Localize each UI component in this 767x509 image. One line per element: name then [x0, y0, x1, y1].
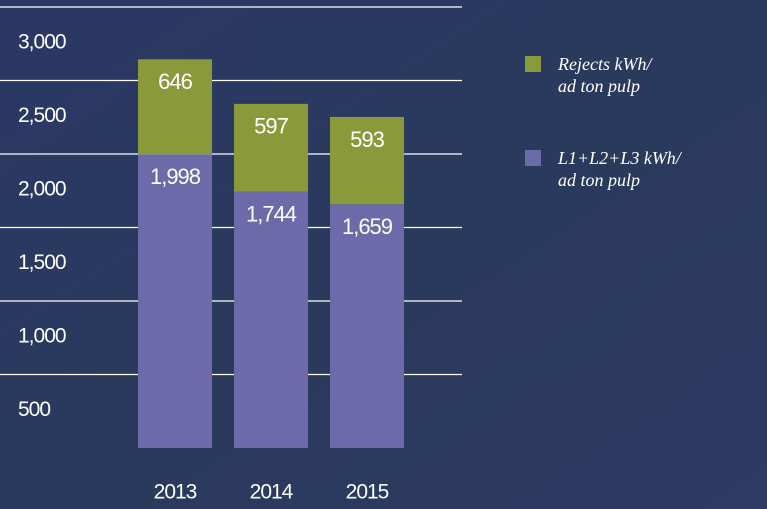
y-tick-label: 1,500: [18, 251, 66, 274]
legend-swatch: [525, 150, 541, 166]
y-tick-label: 3,000: [18, 31, 66, 54]
x-tick-label: 2013: [154, 481, 197, 504]
value-label: 593: [350, 127, 384, 152]
chart: 500 1,000 1,500 2,000 2,500 3,000 1,998 646 2013…: [0, 0, 767, 509]
x-tick-label: 2015: [346, 481, 389, 504]
y-tick-label: 2,000: [18, 178, 66, 201]
bar-segment: [234, 192, 308, 448]
value-label: 646: [158, 69, 192, 94]
value-label: 1,659: [342, 214, 393, 239]
legend-swatch: [525, 56, 541, 72]
value-label: 597: [254, 114, 288, 139]
y-tick-label: 1,000: [18, 325, 66, 348]
page: {"chart_data": {"type": "stacked-bar", "…: [0, 0, 767, 509]
value-label: 1,998: [150, 164, 201, 189]
y-tick-label: 2,500: [18, 104, 66, 127]
x-tick-label: 2014: [250, 481, 294, 504]
bar-segment: [330, 204, 404, 448]
bar-segment: [138, 154, 212, 448]
y-tick-label: 500: [18, 398, 50, 421]
value-label: 1,744: [246, 201, 297, 226]
